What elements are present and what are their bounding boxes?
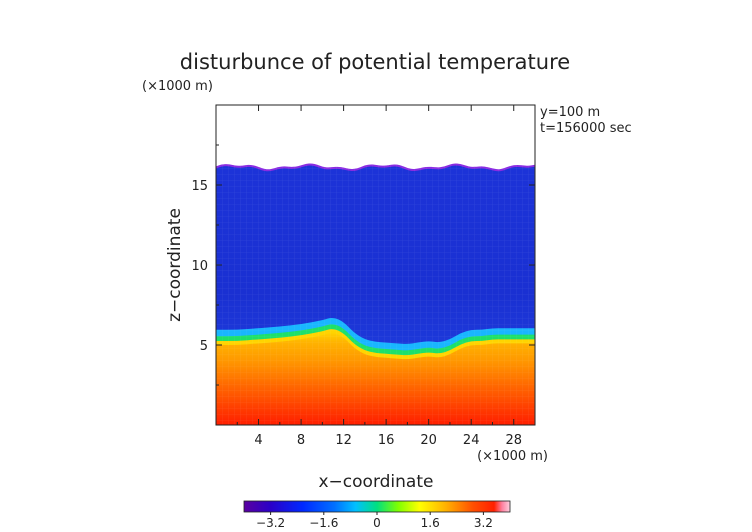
colorbar-gradient — [243, 500, 511, 513]
info-line-t: t=156000 sec — [540, 121, 632, 136]
x-tick-label: 28 — [505, 433, 522, 448]
colorbar-tick-label: 0 — [373, 516, 381, 530]
y-scale-note: (×1000 m) — [142, 79, 213, 94]
y-axis-label: z−coordinate — [165, 208, 185, 322]
colorbar-tick-label: −1.6 — [309, 516, 338, 530]
y-axis: 5 10 15 — [191, 144, 535, 386]
colorbar-tick-label: −3.2 — [256, 516, 285, 530]
colorbar-tick-label: 1.6 — [421, 516, 440, 530]
x-tick-label: 20 — [420, 433, 437, 448]
x-tick-label: 12 — [335, 433, 352, 448]
x-axis-label: x−coordinate — [319, 472, 434, 492]
heatmap-plot-area — [216, 105, 535, 425]
x-tick-label: 24 — [463, 433, 480, 448]
y-tick-label: 10 — [191, 259, 208, 274]
x-tick-label: 4 — [254, 433, 262, 448]
x-axis: 4 8 12 16 20 24 28 — [236, 105, 522, 448]
x-tick-label: 8 — [297, 433, 305, 448]
chart-title: disturbunce of potential temperature — [180, 50, 570, 74]
colorbar-tick-label: 3.2 — [474, 516, 493, 530]
info-line-y: y=100 m — [540, 105, 600, 120]
colorbar: −3.2 −1.6 0 1.6 3.2 — [243, 500, 511, 530]
x-scale-note: (×1000 m) — [477, 449, 548, 464]
x-tick-label: 16 — [378, 433, 395, 448]
colorbar-ticks: −3.2 −1.6 0 1.6 3.2 — [256, 512, 493, 530]
y-tick-label: 15 — [191, 179, 208, 194]
y-tick-label: 5 — [200, 339, 208, 354]
